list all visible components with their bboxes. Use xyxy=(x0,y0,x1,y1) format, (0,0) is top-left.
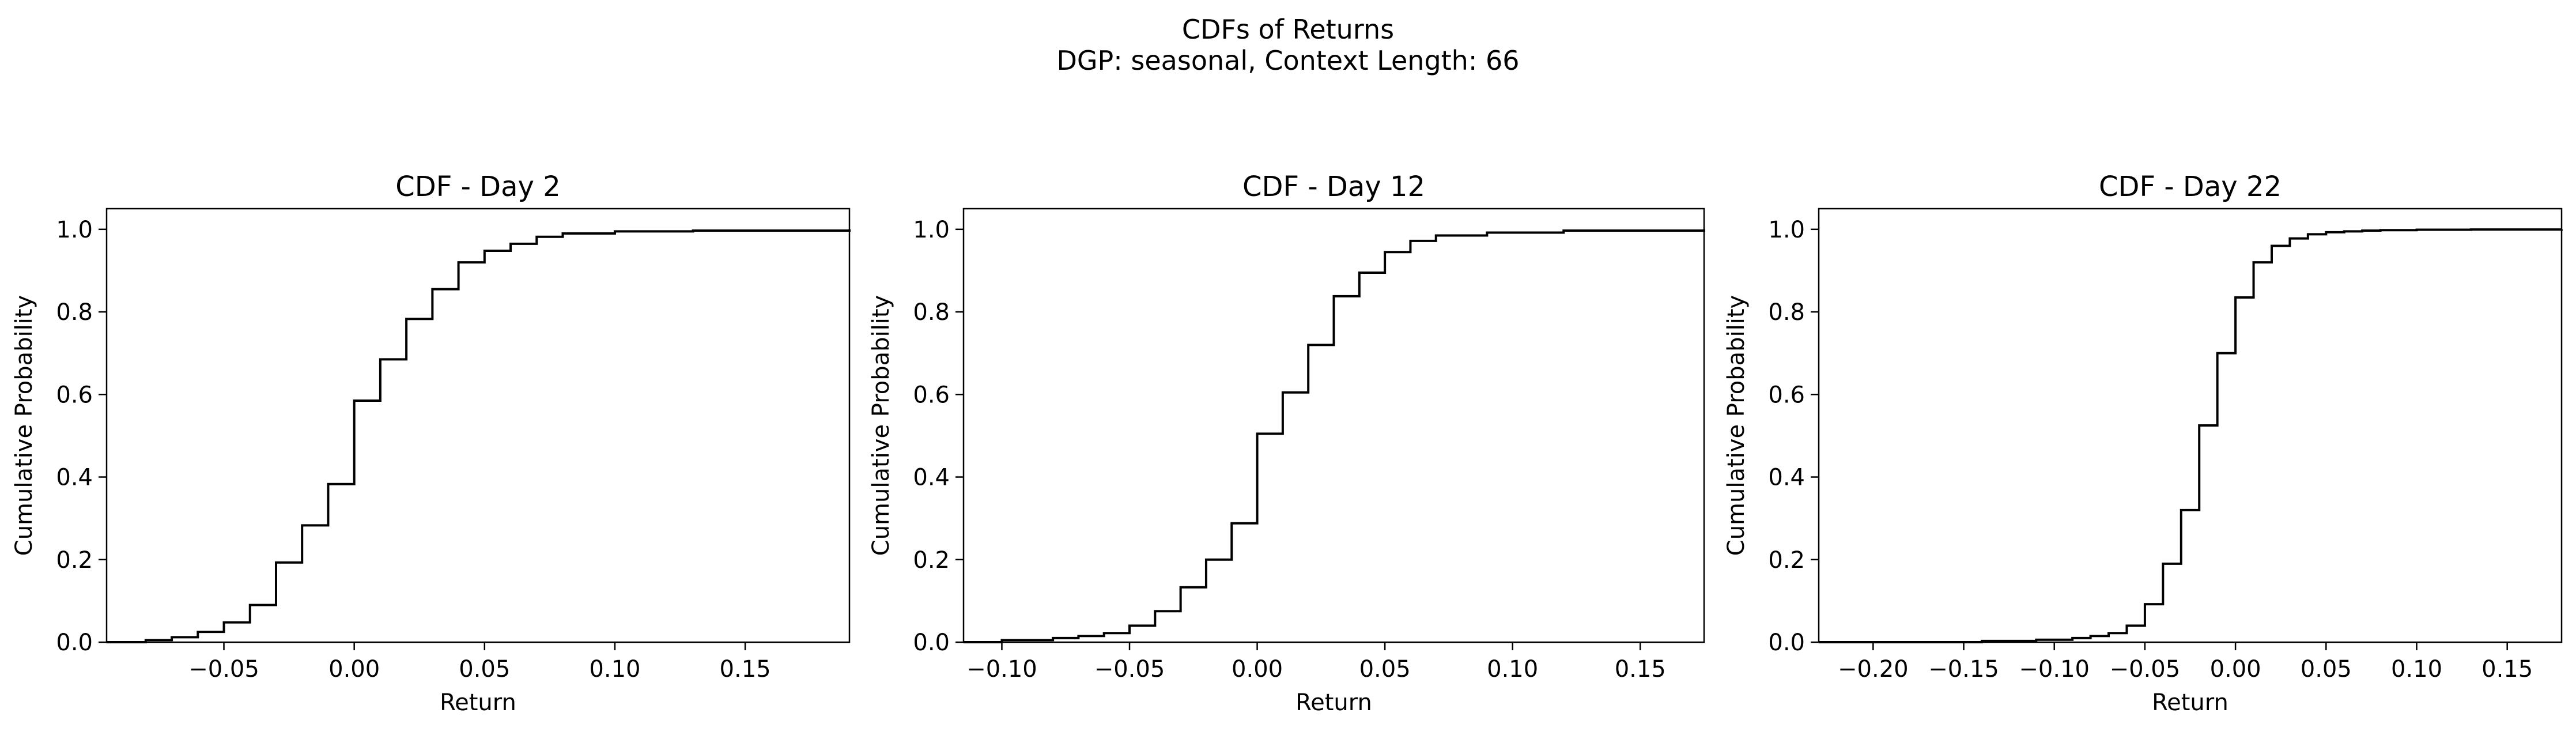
chart-3-xtick-label: −0.05 xyxy=(2110,656,2181,683)
chart-2-ytick-label: 1.0 xyxy=(913,217,950,243)
chart-1-xtick-label: 0.15 xyxy=(720,656,771,683)
chart-1-axes-frame xyxy=(105,208,851,643)
chart-1-ytick-label: 0.4 xyxy=(56,465,93,491)
chart-3-xtick-label: 0.10 xyxy=(2391,656,2442,683)
chart-3-xtick-label: −0.10 xyxy=(2019,656,2090,683)
chart-2-xtick-label: −0.05 xyxy=(1094,656,1165,683)
chart-3-ytick-label: 0.6 xyxy=(1768,382,1805,408)
figure-title: CDFs of Returns xyxy=(1181,14,1395,45)
chart-1-ytick-label: 0.2 xyxy=(56,547,93,574)
chart-3: −0.20 −0.15 −0.10 −0.05 0.00 0.05 0.10 0.15 0.0 0… xyxy=(1723,171,2563,716)
chart-2-ytick-label: 0.8 xyxy=(913,299,950,326)
chart-2-ytick-label: 0.2 xyxy=(913,547,950,574)
chart-2-xtick-label: 0.05 xyxy=(1359,656,1411,683)
chart-3-xtick-label: −0.15 xyxy=(1928,656,1999,683)
chart-3-title: CDF - Day 22 xyxy=(2099,171,2282,203)
chart-1-ytick-label: 0.6 xyxy=(56,382,93,408)
chart-2-ytick-label: 0.4 xyxy=(913,465,950,491)
chart-2-xlabel: Return xyxy=(1295,689,1372,716)
chart-2-ytick-label: 0.6 xyxy=(913,382,950,408)
chart-1: −0.05 0.00 0.05 0.10 0.15 0.0 0.2 0.4 0.6 0.8 1.0 C… xyxy=(11,171,851,716)
chart-2-xtick-label: 0.00 xyxy=(1232,656,1283,683)
chart-1-title: CDF - Day 2 xyxy=(395,171,561,203)
chart-3-xtick-label: 0.00 xyxy=(2210,656,2261,683)
chart-1-cdf-step-line xyxy=(107,229,851,643)
chart-3-ylabel: Cumulative Probability xyxy=(1723,295,1750,556)
chart-3-cdf-step-line xyxy=(1819,228,2563,643)
chart-3-ytick-label: 1.0 xyxy=(1768,217,1805,243)
chart-2-xtick-label: 0.10 xyxy=(1487,656,1538,683)
figure-subtitle: DGP: seasonal, Context Length: 66 xyxy=(1056,45,1520,76)
chart-2-ytick-label: 0.0 xyxy=(913,630,950,656)
chart-1-xtick-label: 0.10 xyxy=(589,656,640,683)
chart-2-ylabel: Cumulative Probability xyxy=(868,295,894,556)
chart-1-xtick-label: 0.05 xyxy=(459,656,510,683)
chart-2-title: CDF - Day 12 xyxy=(1242,171,1425,203)
chart-3-ytick-label: 0.0 xyxy=(1768,630,1805,656)
chart-3-ytick-label: 0.8 xyxy=(1768,299,1805,326)
chart-2-axes-frame xyxy=(962,208,1705,643)
chart-1-xtick-label: −0.05 xyxy=(188,656,259,683)
chart-2-cdf-step-line xyxy=(964,229,1705,643)
chart-1-ytick-label: 0.8 xyxy=(56,299,93,326)
chart-3-xtick-label: 0.05 xyxy=(2301,656,2352,683)
chart-3-xtick-label: −0.20 xyxy=(1838,656,1909,683)
chart-3-ytick-label: 0.2 xyxy=(1768,547,1805,574)
chart-1-xlabel: Return xyxy=(440,689,516,716)
chart-3-ytick-label: 0.4 xyxy=(1768,465,1805,491)
chart-3-xtick-label: 0.15 xyxy=(2481,656,2533,683)
chart-1-xtick-label: 0.00 xyxy=(328,656,380,683)
chart-3-axes-frame xyxy=(1818,208,2563,643)
chart-1-ytick-label: 1.0 xyxy=(56,217,93,243)
chart-3-xlabel: Return xyxy=(2152,689,2228,716)
chart-1-ylabel: Cumulative Probability xyxy=(11,295,37,556)
chart-2-xtick-label: −0.10 xyxy=(966,656,1037,683)
chart-2: −0.10 −0.05 0.00 0.05 0.10 0.15 0.0 0.2 0.4 0.6 0.… xyxy=(868,171,1705,716)
chart-1-ytick-label: 0.0 xyxy=(56,630,93,656)
chart-2-xtick-label: 0.15 xyxy=(1615,656,1666,683)
